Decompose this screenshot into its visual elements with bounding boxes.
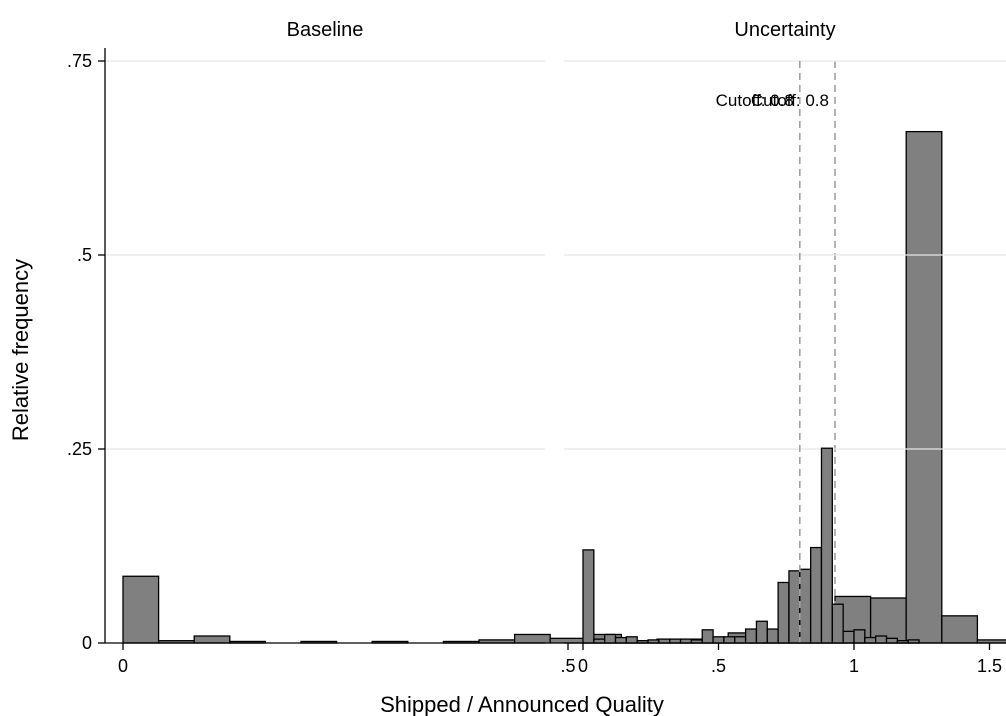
histogram-bar xyxy=(755,620,768,644)
histogram-bar xyxy=(905,130,943,644)
panel-title: Baseline xyxy=(287,19,364,41)
y-axis-label: Relative frequency xyxy=(8,259,33,441)
histogram-bar xyxy=(712,636,725,644)
histogram-bar xyxy=(193,635,231,644)
x-tick-label: .5 xyxy=(560,656,575,676)
histogram-bar xyxy=(723,636,736,644)
histogram-bar xyxy=(864,636,877,644)
x-axis-label: Shipped / Announced Quality xyxy=(380,692,664,716)
histogram-bar xyxy=(734,636,747,644)
x-tick-label: .5 xyxy=(711,656,726,676)
histogram-bar xyxy=(614,636,628,644)
histogram-bar xyxy=(604,633,617,644)
histogram-bar xyxy=(831,603,844,644)
y-axis: 0 .25 .5 .75 xyxy=(67,48,106,653)
cutoff-label: Cutoff: 0.8 xyxy=(751,91,829,110)
y-tick-label: 0 xyxy=(82,633,92,653)
histogram-bar xyxy=(853,629,866,644)
y-tick-label: .75 xyxy=(67,51,92,71)
histogram-bar xyxy=(788,570,801,644)
histogram-bar xyxy=(809,546,823,644)
histogram-bar xyxy=(842,630,855,644)
x-tick-label: 1 xyxy=(849,656,859,676)
histogram-bar xyxy=(513,633,551,644)
histogram-bar xyxy=(122,575,160,644)
y-tick-label: .25 xyxy=(67,439,92,459)
histogram-bar xyxy=(885,637,899,644)
histogram-bar xyxy=(582,549,595,644)
y-tick-label: .5 xyxy=(77,245,92,265)
x-tick-label: 1.5 xyxy=(977,656,1002,676)
histogram-bar xyxy=(744,628,758,644)
panel-title: Uncertainty xyxy=(734,19,835,41)
histogram-bar xyxy=(777,581,790,644)
histogram-bar xyxy=(625,636,638,644)
histogram-bar xyxy=(820,447,833,644)
histogram-bar xyxy=(549,637,587,644)
histogram-bar xyxy=(799,568,812,644)
x-tick-label: 0 xyxy=(118,656,128,676)
histogram-bar xyxy=(941,615,979,644)
cutoff-label: Cutoff: 0.8 xyxy=(716,91,794,110)
histogram-bar xyxy=(766,628,779,644)
histogram-bar xyxy=(701,629,714,644)
x-tick-label: 0 xyxy=(578,656,588,676)
histogram-bar xyxy=(875,635,888,644)
panel-uncertainty: Cutoff: 0.8 Uncertainty 0 .5 1 1.5 xyxy=(564,19,1006,676)
